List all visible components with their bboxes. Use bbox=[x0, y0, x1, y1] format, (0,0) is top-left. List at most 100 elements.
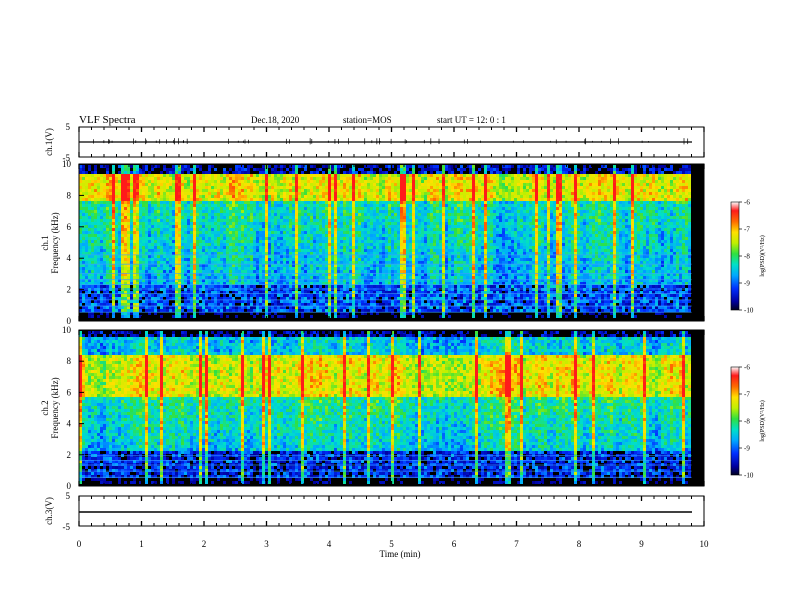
spectrogram-cell bbox=[166, 240, 169, 243]
spectrogram-cell bbox=[139, 279, 142, 282]
spectrogram-cell bbox=[181, 222, 184, 225]
spectrogram-cell bbox=[100, 234, 103, 237]
spectrogram-cell bbox=[145, 198, 148, 201]
spectrogram-cell bbox=[337, 258, 340, 261]
spectrogram-cell bbox=[121, 306, 124, 309]
spectrogram-cell bbox=[283, 174, 286, 177]
spectrogram-cell bbox=[112, 285, 115, 288]
spectrogram-cell bbox=[109, 285, 112, 288]
spectrogram-cell bbox=[256, 303, 259, 306]
spectrogram-cell bbox=[133, 297, 136, 300]
spectrogram-cell bbox=[166, 258, 169, 261]
spectrogram-cell bbox=[124, 303, 127, 306]
spectrogram-cell bbox=[271, 231, 274, 234]
spectrogram-cell bbox=[88, 276, 91, 279]
spectrogram-cell bbox=[352, 291, 355, 294]
spectrogram-cell bbox=[277, 264, 280, 267]
spectrogram-cell bbox=[142, 192, 145, 195]
spectrogram-cell bbox=[274, 186, 277, 189]
spectrogram-cell bbox=[130, 276, 133, 279]
spectrogram-cell bbox=[343, 180, 346, 183]
spectrogram-cell bbox=[295, 219, 298, 222]
spectrogram-cell bbox=[241, 276, 244, 279]
spectrogram-cell bbox=[349, 174, 352, 177]
spectrogram-cell bbox=[313, 240, 316, 243]
spectrogram-cell bbox=[193, 186, 196, 189]
spectrogram-cell bbox=[187, 297, 190, 300]
spectrogram-cell bbox=[259, 201, 262, 204]
spectrogram-cell bbox=[226, 279, 229, 282]
spectrogram-cell bbox=[118, 249, 121, 252]
spectrogram-cell bbox=[328, 258, 331, 261]
spectrogram-cell bbox=[241, 234, 244, 237]
spectrogram-cell bbox=[313, 243, 316, 246]
spectrogram-cell bbox=[127, 168, 130, 171]
spectrogram-cell bbox=[292, 198, 295, 201]
spectrogram-cell bbox=[283, 219, 286, 222]
spectrogram-cell bbox=[169, 174, 172, 177]
spectrogram-cell bbox=[85, 309, 88, 312]
spectrogram-cell bbox=[169, 276, 172, 279]
spectrogram-cell bbox=[250, 228, 253, 231]
spectrogram-cell bbox=[346, 282, 349, 285]
spectrogram-cell bbox=[169, 234, 172, 237]
spectrogram-cell bbox=[217, 198, 220, 201]
spectrogram-cell bbox=[235, 249, 238, 252]
spectrogram-cell bbox=[109, 192, 112, 195]
spectrogram-cell bbox=[274, 303, 277, 306]
spectrogram-cell bbox=[238, 264, 241, 267]
spectrogram-cell bbox=[322, 165, 325, 168]
spectrogram-cell bbox=[82, 216, 85, 219]
spectrogram-cell bbox=[166, 237, 169, 240]
spectrogram-cell bbox=[268, 195, 271, 198]
spectrogram-cell bbox=[103, 231, 106, 234]
spectrogram-cell bbox=[85, 255, 88, 258]
spectrogram-cell bbox=[271, 171, 274, 174]
spectrogram-cell bbox=[226, 261, 229, 264]
spectrogram-cell bbox=[256, 291, 259, 294]
spectrogram-cell bbox=[370, 255, 373, 258]
spectrogram-cell bbox=[142, 291, 145, 294]
spectrogram-cell bbox=[262, 240, 265, 243]
spectrogram-cell bbox=[166, 210, 169, 213]
spectrogram-cell bbox=[244, 168, 247, 171]
spectrogram-cell bbox=[97, 213, 100, 216]
spectrogram-cell bbox=[316, 201, 319, 204]
spectrogram-cell bbox=[268, 240, 271, 243]
spectrogram-cell bbox=[358, 177, 361, 180]
spectrogram-cell bbox=[85, 276, 88, 279]
spectrogram-cell bbox=[250, 303, 253, 306]
spectrogram-cell bbox=[283, 237, 286, 240]
spectrogram-cell bbox=[109, 246, 112, 249]
spectrogram-cell bbox=[103, 306, 106, 309]
spectrogram-cell bbox=[301, 276, 304, 279]
spectrogram-cell bbox=[148, 246, 151, 249]
spectrogram-cell bbox=[202, 288, 205, 291]
spectrogram-cell bbox=[286, 303, 289, 306]
spectrogram-cell bbox=[88, 228, 91, 231]
spectrogram-cell bbox=[157, 219, 160, 222]
spectrogram-cell bbox=[190, 279, 193, 282]
spectrogram-cell bbox=[343, 273, 346, 276]
spectrogram-cell bbox=[139, 168, 142, 171]
spectrogram-cell bbox=[283, 231, 286, 234]
spectrogram-cell bbox=[190, 207, 193, 210]
spectrogram-cell bbox=[232, 183, 235, 186]
spectrogram-cell bbox=[91, 264, 94, 267]
spectrogram-cell bbox=[304, 231, 307, 234]
spectrogram-cell bbox=[103, 174, 106, 177]
spectrogram-cell bbox=[337, 270, 340, 273]
spectrogram-cell bbox=[232, 171, 235, 174]
spectrogram-cell bbox=[112, 219, 115, 222]
spectrogram-cell bbox=[349, 261, 352, 264]
spectrogram-cell bbox=[139, 231, 142, 234]
spectrogram-cell bbox=[277, 192, 280, 195]
spectrogram-cell bbox=[256, 273, 259, 276]
spectrogram-cell bbox=[277, 174, 280, 177]
spectrogram-cell bbox=[286, 213, 289, 216]
spectrogram-cell bbox=[163, 189, 166, 192]
spectrogram-cell bbox=[208, 204, 211, 207]
spectrogram-cell bbox=[226, 309, 229, 312]
spectrogram-cell bbox=[223, 309, 226, 312]
spectrogram-cell bbox=[133, 201, 136, 204]
